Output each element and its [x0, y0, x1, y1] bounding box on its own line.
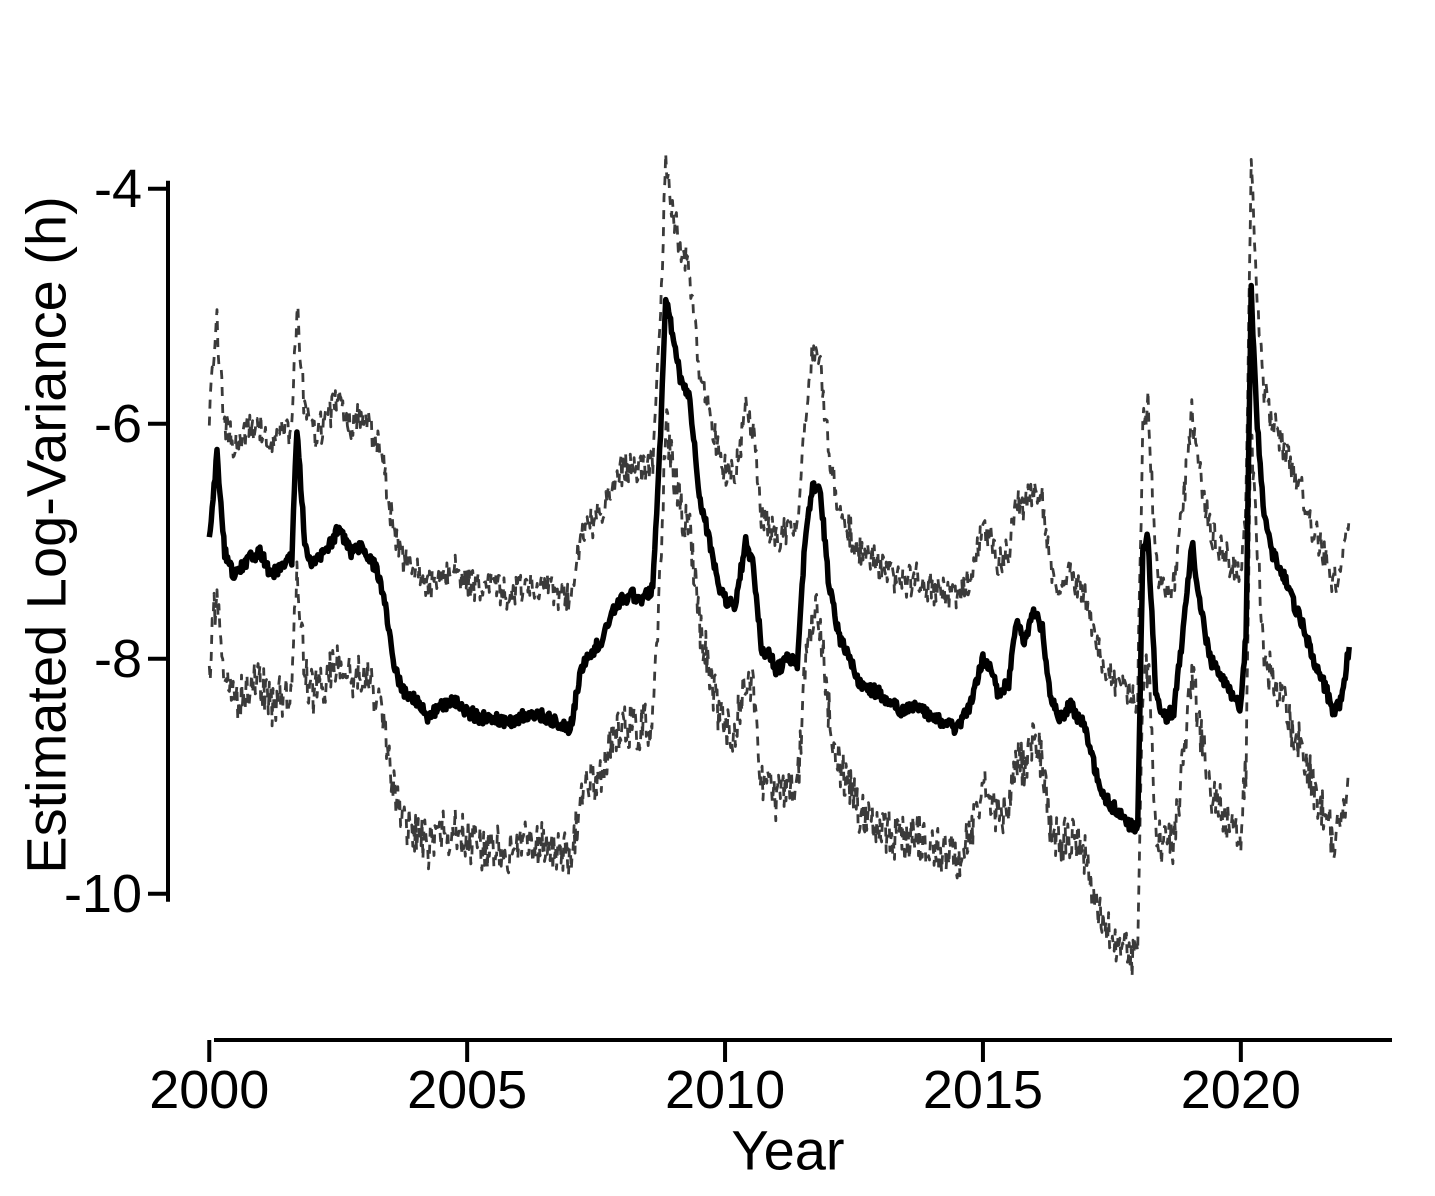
y-axis-title: Estimated Log-Variance (h): [14, 196, 78, 874]
y-tick-label: -8: [94, 629, 142, 689]
estimated-log-variance-mean-line: [206, 282, 1352, 835]
y-tick-label: -10: [64, 864, 142, 924]
x-axis-title: Year: [731, 1118, 845, 1182]
x-tick-label: 2010: [665, 1060, 785, 1120]
x-tick-label: 2005: [407, 1060, 527, 1120]
y-tick-label: -4: [94, 159, 142, 219]
x-tick-label: 2000: [149, 1060, 269, 1120]
x-tick-label: 2020: [1181, 1060, 1301, 1120]
x-tick-label: 2015: [923, 1060, 1043, 1120]
upper-credible-band-line: [207, 151, 1351, 714]
lower-credible-band-line: [207, 408, 1351, 979]
y-tick-label: -6: [94, 394, 142, 454]
